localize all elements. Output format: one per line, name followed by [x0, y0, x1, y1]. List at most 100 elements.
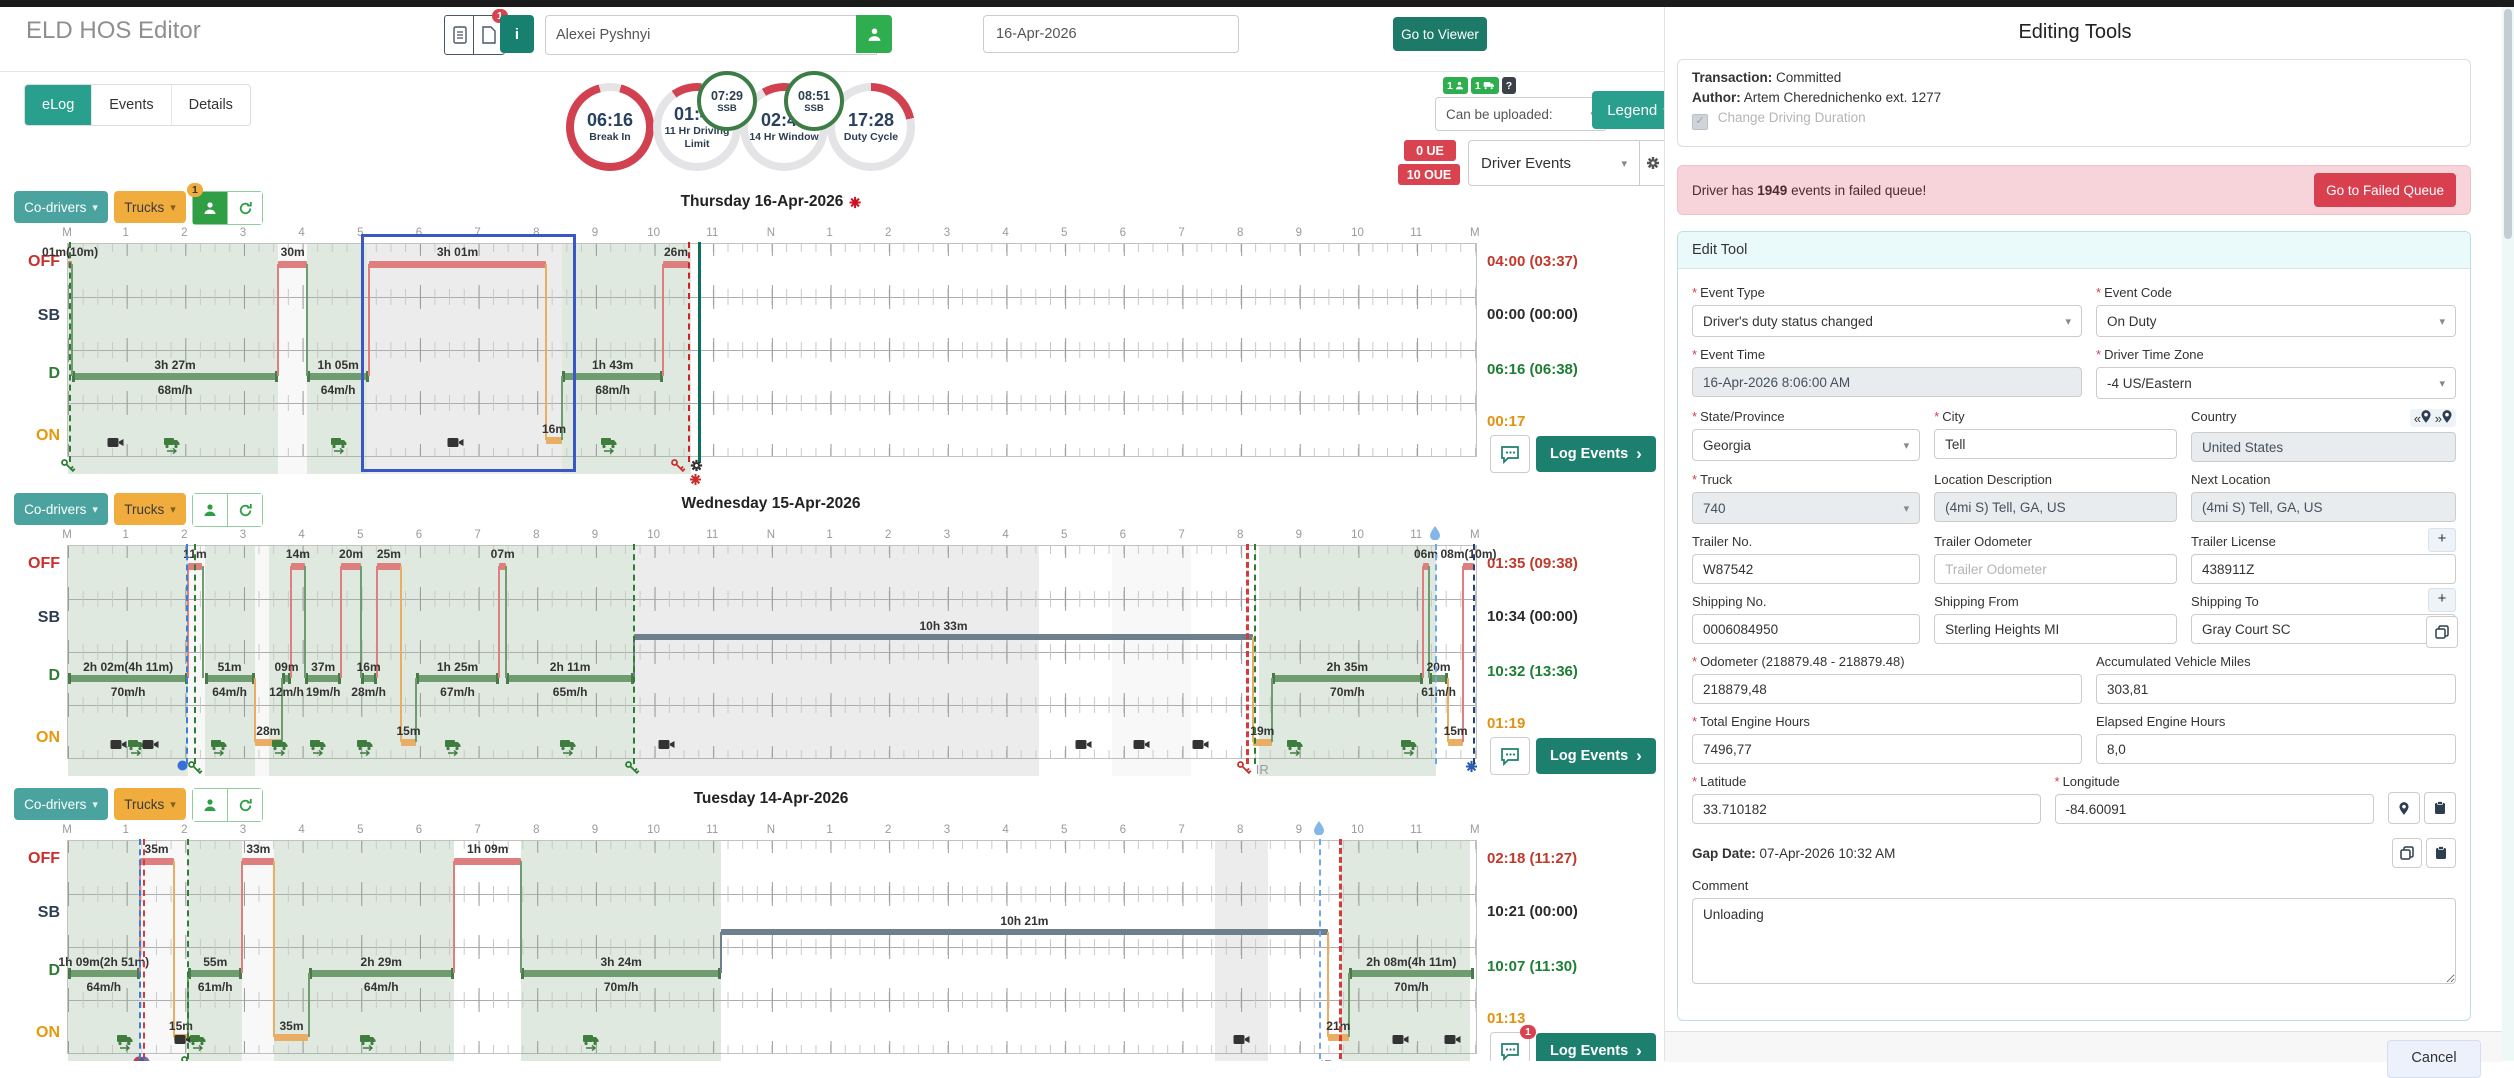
codrivers-button[interactable]: Co-drivers ▾: [14, 788, 108, 820]
selection-box[interactable]: [361, 234, 576, 472]
duty-segment-off[interactable]: [278, 260, 308, 268]
duty-segment-d[interactable]: [72, 370, 278, 382]
scrollbar-thumb[interactable]: [2504, 9, 2512, 239]
chart-comment-button[interactable]: [1490, 435, 1530, 473]
page-scrollbar[interactable]: [2502, 7, 2514, 1061]
duty-segment-sb[interactable]: [720, 929, 1328, 935]
field-select[interactable]: Driver's duty status changed ▾: [1692, 305, 2082, 337]
log-grid[interactable]: 01m(10m) 3h 27m 68m/h 30m 1h 05m 64m/h 3h 01m 1…: [42, 234, 1477, 486]
driver-events-select[interactable]: Driver Events ▾: [1468, 140, 1640, 186]
duty-segment-off[interactable]: [1423, 562, 1429, 570]
field-select[interactable]: -4 US/Eastern ▾: [2096, 367, 2456, 399]
duty-segment-d[interactable]: [282, 672, 291, 684]
key-red-icon[interactable]: [1236, 760, 1252, 776]
duty-segment-off[interactable]: [341, 562, 361, 570]
help-badge[interactable]: ?: [1501, 77, 1517, 94]
field-select[interactable]: On Duty ▾: [2096, 305, 2456, 337]
duty-segment-off[interactable]: [290, 562, 305, 570]
duty-segment-off[interactable]: [453, 857, 522, 865]
duty-segment-on[interactable]: [1328, 1033, 1349, 1041]
driver-status-button[interactable]: [193, 494, 228, 526]
key-red-icon[interactable]: [670, 458, 686, 474]
driver-status-button[interactable]: 1: [187, 183, 228, 224]
field-input[interactable]: [1692, 674, 2082, 704]
duty-segment-d[interactable]: [561, 370, 664, 382]
field-input[interactable]: [2096, 674, 2456, 704]
events-settings-button[interactable]: ▾: [1640, 140, 1664, 186]
duty-segment-d[interactable]: [415, 672, 500, 684]
duty-segment-d[interactable]: [308, 967, 454, 979]
duty-segment-d[interactable]: [307, 370, 369, 382]
field-input[interactable]: [1692, 614, 1921, 644]
duty-segment-d[interactable]: [521, 967, 721, 979]
duty-segment-d[interactable]: [1428, 672, 1449, 684]
duty-segment-on[interactable]: [254, 738, 283, 746]
field-input[interactable]: [1692, 734, 2082, 764]
log-grid[interactable]: 2h 02m(4h 11m) 70m/h 11m 51m 64m/h 28m 09m 12m/…: [67, 544, 1497, 777]
key-green-icon[interactable]: [180, 1055, 196, 1061]
key-green-icon[interactable]: [624, 760, 640, 776]
add-row-button[interactable]: +: [2428, 588, 2456, 612]
duty-segment-on[interactable]: [546, 436, 562, 444]
tab-details[interactable]: Details: [188, 97, 233, 113]
change-driving-duration-checkbox[interactable]: ✓: [1692, 114, 1708, 130]
duty-segment-d[interactable]: [68, 672, 189, 684]
doc-lines-icon-button[interactable]: [444, 15, 476, 55]
duty-segment-off[interactable]: [242, 857, 275, 865]
codrivers-button[interactable]: Co-drivers ▾: [14, 191, 108, 223]
tab-events[interactable]: Events: [92, 85, 172, 125]
field-input[interactable]: [2191, 614, 2456, 644]
field-input[interactable]: [1934, 429, 2178, 459]
duty-segment-off[interactable]: [376, 562, 402, 570]
trucks-button[interactable]: Trucks ▾: [114, 191, 186, 223]
key-green-icon[interactable]: [187, 760, 203, 776]
duty-segment-off[interactable]: [1462, 562, 1475, 570]
burst-red-icon[interactable]: [689, 473, 702, 486]
driver-status-button[interactable]: [193, 789, 228, 821]
field-select[interactable]: Georgia ▾: [1692, 429, 1921, 461]
go-to-failed-queue-button[interactable]: Go to Failed Queue: [2314, 173, 2456, 207]
duty-segment-sb[interactable]: [634, 634, 1253, 640]
field-input[interactable]: [2191, 554, 2456, 584]
duty-segment-off[interactable]: [368, 260, 547, 268]
field-select[interactable]: 740 ▾: [1692, 492, 1921, 524]
duty-segment-d[interactable]: [360, 672, 377, 684]
field-input[interactable]: [1934, 614, 2178, 644]
copy-shipping-button[interactable]: [2426, 616, 2458, 648]
field-input[interactable]: [1934, 554, 2178, 584]
duty-segment-on[interactable]: [274, 1033, 309, 1041]
refresh-button[interactable]: [228, 494, 262, 526]
burst-blue-icon[interactable]: [1465, 760, 1478, 773]
paste-gap-button[interactable]: [2426, 838, 2456, 868]
field-input[interactable]: [2054, 794, 2374, 824]
chart-comment-button[interactable]: 1: [1490, 1025, 1536, 1061]
key-green-icon[interactable]: [60, 458, 76, 474]
gears-dark-icon[interactable]: [689, 458, 704, 473]
chart-comment-button[interactable]: [1490, 737, 1530, 775]
go-to-viewer-button[interactable]: Go to Viewer: [1393, 17, 1487, 51]
duty-segment-on[interactable]: [401, 738, 416, 746]
log-grid[interactable]: 1h 09m(2h 51m) 64m/h 35m 15m 55m 61m/h 33m 35m 2…: [58, 839, 1477, 1061]
legend-button[interactable]: Legend▾: [1592, 91, 1664, 129]
duty-segment-off[interactable]: [139, 857, 174, 865]
refresh-button[interactable]: [228, 789, 262, 821]
duty-segment-on[interactable]: [1252, 738, 1272, 746]
can-be-uploaded-select[interactable]: Can be uploaded:▾: [1435, 97, 1607, 131]
copy-gap-button[interactable]: [2392, 838, 2422, 868]
codrivers-button[interactable]: Co-drivers ▾: [14, 493, 108, 525]
add-row-button[interactable]: +: [2428, 528, 2456, 552]
date-input[interactable]: [983, 15, 1239, 53]
duty-segment-d[interactable]: [68, 967, 140, 979]
duty-segment-d[interactable]: [506, 672, 635, 684]
duty-segment-d[interactable]: [1271, 672, 1424, 684]
duty-segment-d[interactable]: [1348, 967, 1475, 979]
trucks-button[interactable]: Trucks ▾: [114, 788, 186, 820]
dot-blue-icon[interactable]: [177, 760, 188, 771]
field-input[interactable]: [1692, 554, 1921, 584]
duty-segment-off[interactable]: [663, 260, 689, 268]
show-on-map-button[interactable]: [2388, 792, 2420, 824]
info-button[interactable]: i: [500, 15, 534, 53]
trucks-button[interactable]: Trucks ▾: [114, 493, 186, 525]
log-events-button[interactable]: Log Events ›: [1536, 436, 1656, 472]
log-events-button[interactable]: Log Events ›: [1536, 1033, 1656, 1061]
